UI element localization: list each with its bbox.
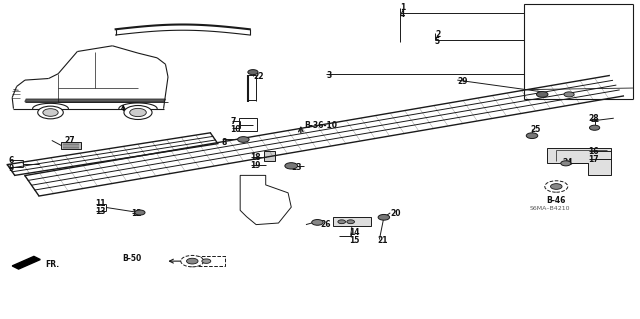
Text: 9: 9 <box>8 164 13 173</box>
Text: B-50: B-50 <box>122 254 141 263</box>
Circle shape <box>536 92 548 97</box>
Text: 16: 16 <box>588 147 598 156</box>
Text: 17: 17 <box>588 155 599 164</box>
Bar <box>333 217 371 226</box>
Bar <box>239 118 257 131</box>
Circle shape <box>248 70 258 75</box>
Circle shape <box>130 108 147 117</box>
Text: 3: 3 <box>326 71 332 80</box>
Polygon shape <box>240 175 291 225</box>
Text: 2: 2 <box>435 30 440 39</box>
Polygon shape <box>547 148 611 175</box>
Text: 24: 24 <box>563 158 573 167</box>
Circle shape <box>564 92 574 97</box>
Text: 13: 13 <box>95 207 106 216</box>
Text: 22: 22 <box>253 72 264 81</box>
Text: B-46: B-46 <box>547 196 566 205</box>
Text: 19: 19 <box>250 161 260 170</box>
Text: 29: 29 <box>458 77 468 86</box>
Text: 23: 23 <box>291 163 302 172</box>
Text: 11: 11 <box>95 199 106 208</box>
Text: 5: 5 <box>435 38 440 47</box>
Text: 25: 25 <box>531 125 541 134</box>
Text: 28: 28 <box>588 114 599 123</box>
Text: 4: 4 <box>400 11 405 19</box>
Text: 14: 14 <box>349 228 359 237</box>
Text: FR.: FR. <box>45 260 60 269</box>
Text: 12: 12 <box>132 209 142 218</box>
Circle shape <box>526 133 538 138</box>
Circle shape <box>186 258 198 264</box>
Circle shape <box>589 125 600 130</box>
Text: 20: 20 <box>390 209 401 218</box>
Text: 18: 18 <box>250 153 260 162</box>
Circle shape <box>545 181 568 192</box>
Polygon shape <box>12 256 40 269</box>
Circle shape <box>38 106 63 119</box>
Circle shape <box>124 106 152 120</box>
Circle shape <box>338 220 346 224</box>
Circle shape <box>378 214 390 220</box>
Circle shape <box>135 210 145 215</box>
Text: 21: 21 <box>378 236 388 245</box>
Text: B-36-10: B-36-10 <box>304 121 337 130</box>
Bar <box>61 142 81 149</box>
Circle shape <box>43 109 58 116</box>
Text: 27: 27 <box>65 136 75 145</box>
Circle shape <box>180 256 204 267</box>
Circle shape <box>550 184 562 189</box>
Text: 1: 1 <box>400 3 405 11</box>
Text: 15: 15 <box>349 236 359 245</box>
Text: 8: 8 <box>221 137 227 146</box>
Circle shape <box>347 220 355 224</box>
Bar <box>188 256 225 266</box>
Circle shape <box>237 137 249 142</box>
Text: 10: 10 <box>230 125 241 134</box>
Text: 26: 26 <box>320 220 330 229</box>
Circle shape <box>202 259 211 263</box>
Text: 7: 7 <box>230 117 236 126</box>
Circle shape <box>561 161 571 166</box>
Text: S6MA–B4210: S6MA–B4210 <box>530 206 570 211</box>
Text: 6: 6 <box>8 156 13 165</box>
Bar <box>264 151 275 161</box>
Polygon shape <box>25 99 166 102</box>
Circle shape <box>312 219 323 225</box>
Circle shape <box>285 163 298 169</box>
